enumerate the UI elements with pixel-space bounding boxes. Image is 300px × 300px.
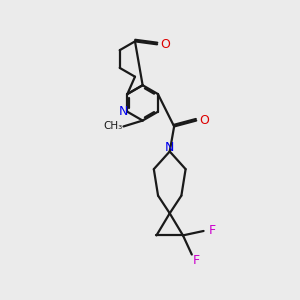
Text: O: O [160,38,170,51]
Text: N: N [165,141,174,154]
Text: F: F [208,224,215,238]
Text: N: N [119,105,128,118]
Text: F: F [193,254,200,267]
Text: CH₃: CH₃ [103,122,123,131]
Text: O: O [200,114,209,127]
